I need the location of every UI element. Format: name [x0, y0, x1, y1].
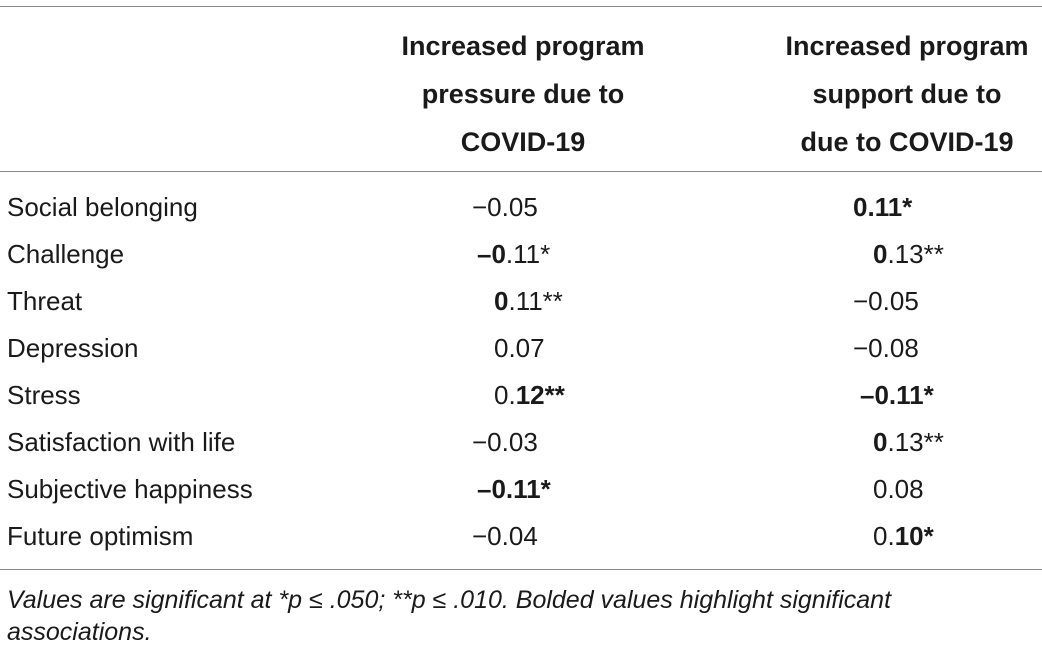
table-row: Depression 0.07 −0.08: [0, 325, 1042, 372]
column-header-line: Increased program: [401, 31, 645, 61]
value-fraction: .13**: [887, 239, 944, 269]
table-top-rule: [0, 6, 1042, 7]
row-label: Satisfaction with life: [7, 427, 236, 457]
value-integer: 0.: [873, 521, 895, 551]
value-integer: –0: [860, 380, 889, 410]
column-header-line: support due to: [812, 79, 1002, 109]
support-value: 0.11*: [853, 184, 912, 231]
pressure-value: −0.05: [472, 192, 538, 222]
row-label: Challenge: [7, 239, 125, 269]
column-header-line: pressure due to: [421, 79, 625, 109]
support-value: −0.05: [853, 286, 919, 316]
pressure-value: 0.12**: [494, 372, 565, 419]
support-value: –0.11*: [860, 372, 934, 419]
table-bottom-rule: [0, 569, 1042, 570]
table-header-rule: [0, 171, 1042, 172]
table-row: Satisfaction with life −0.03 0.13**: [0, 419, 1042, 466]
pressure-value: –0.11*: [477, 231, 550, 278]
value-fraction: .11*: [505, 239, 551, 269]
table-row: Subjective happiness –0.11* 0.08: [0, 466, 1042, 513]
row-label: Depression: [7, 333, 139, 363]
support-value: 0.10*: [873, 513, 934, 560]
support-value: −0.08: [853, 333, 919, 363]
pressure-value: 0.07: [494, 333, 545, 363]
value-integer: –0: [477, 474, 506, 504]
value-integer: 0: [873, 239, 888, 269]
value-fraction: 12**: [515, 380, 565, 410]
column-header-line: COVID-19: [460, 127, 586, 157]
value-integer: –0: [477, 239, 506, 269]
row-label: Subjective happiness: [7, 474, 253, 504]
column-header-pressure: Increased program pressure due to COVID-…: [380, 22, 666, 166]
pressure-value: 0.11**: [494, 278, 563, 325]
value-fraction: .13**: [887, 427, 944, 457]
table-row: Future optimism −0.04 0.10*: [0, 513, 1042, 560]
value-fraction: .11*: [867, 192, 913, 222]
support-value: 0.08: [873, 474, 924, 504]
row-label: Stress: [7, 380, 81, 410]
table-footnote: Values are significant at *p ≤ .050; **p…: [7, 586, 892, 646]
pressure-value: −0.03: [472, 427, 538, 457]
support-value: 0.13**: [873, 231, 944, 278]
support-value: 0.13**: [873, 419, 944, 466]
value-integer: 0: [494, 286, 509, 316]
row-label: Future optimism: [7, 521, 194, 551]
column-header-line: Increased program: [785, 31, 1029, 61]
value-integer: 0: [853, 192, 868, 222]
value-fraction: 10*: [894, 521, 934, 551]
row-label: Threat: [7, 286, 83, 316]
value-integer: 0.: [494, 380, 516, 410]
table-row: Challenge –0.11* 0.13**: [0, 231, 1042, 278]
value-fraction: .11**: [508, 286, 563, 316]
table-row: Stress 0.12** –0.11*: [0, 372, 1042, 419]
table-row: Threat 0.11** −0.05: [0, 278, 1042, 325]
table-row: Social belonging −0.05 0.11*: [0, 184, 1042, 231]
value-integer: 0: [873, 427, 888, 457]
value-fraction: .11*: [505, 474, 551, 504]
column-header-line: due to COVID-19: [800, 127, 1014, 157]
column-header-support: Increased program support due to due to …: [765, 22, 1042, 166]
pressure-value: –0.11*: [477, 466, 551, 513]
value-fraction: .11*: [888, 380, 934, 410]
row-label: Social belonging: [7, 192, 198, 222]
pressure-value: −0.04: [472, 521, 538, 551]
